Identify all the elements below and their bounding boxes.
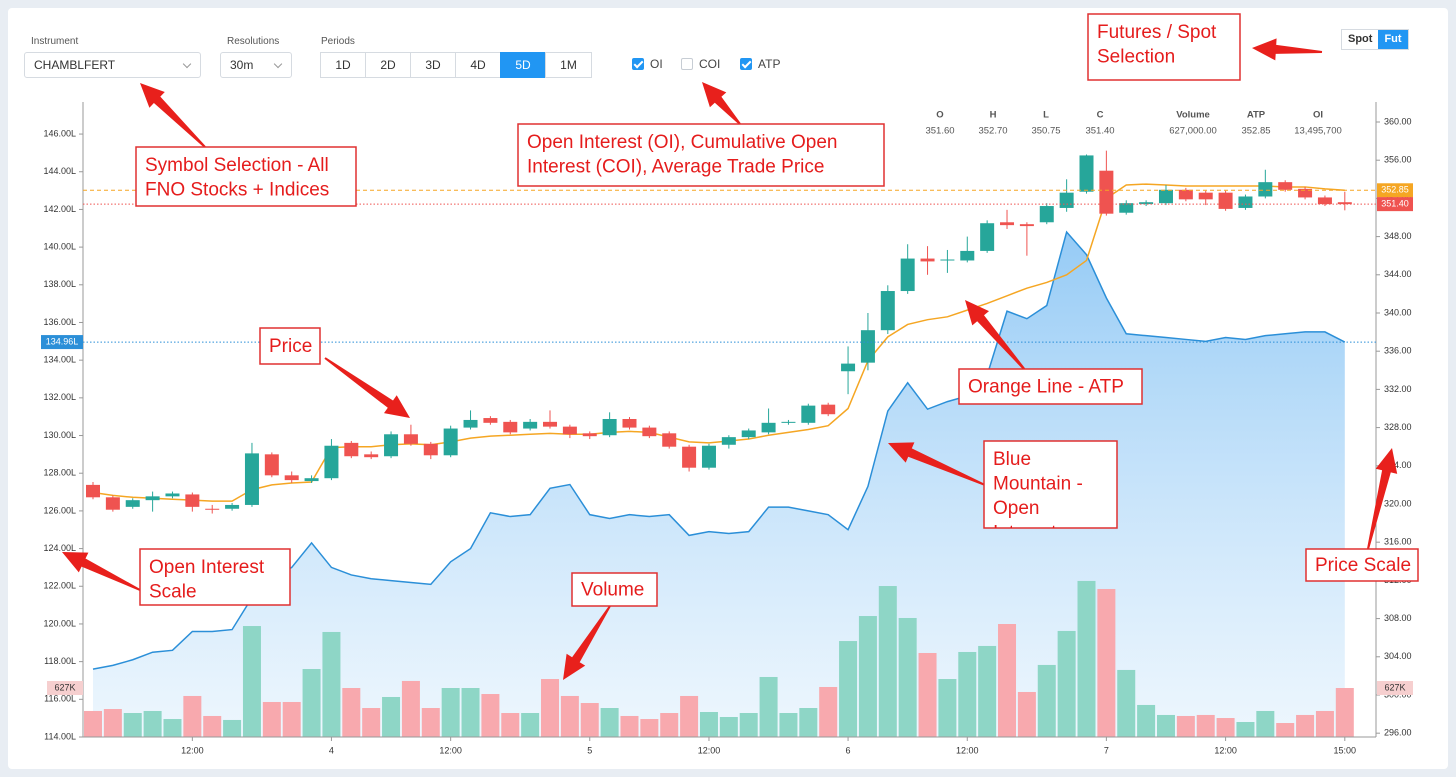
period-button[interactable]: 1M (545, 52, 592, 78)
checkbox-box[interactable] (740, 58, 752, 70)
checkbox-label: ATP (758, 57, 781, 71)
card (8, 8, 1448, 769)
period-button[interactable]: 3D (410, 52, 456, 78)
checkbox-box[interactable] (632, 58, 644, 70)
period-button[interactable]: 2D (365, 52, 411, 78)
period-group: 1D 2D 3D 4D 5D 1M (320, 52, 592, 78)
checkbox-box[interactable] (681, 58, 693, 70)
checkbox[interactable]: ATP (740, 57, 780, 71)
source-toggle: Spot Fut (1341, 29, 1409, 50)
checkbox-label: OI (650, 57, 663, 71)
period-button[interactable]: 5D (500, 52, 546, 78)
checkbox[interactable]: COI (681, 57, 720, 71)
toggle-button[interactable]: Spot (1342, 30, 1379, 49)
instrument-label: Instrument (31, 36, 79, 47)
periods-label: Periods (321, 36, 355, 47)
period-button[interactable]: 4D (455, 52, 501, 78)
toggle-button[interactable]: Fut (1378, 30, 1408, 49)
period-button[interactable]: 1D (320, 52, 366, 78)
checkbox[interactable]: OI (632, 57, 663, 71)
instrument-select[interactable]: CHAMBLFERT (24, 52, 201, 78)
checkbox-label: COI (699, 57, 721, 71)
resolution-select[interactable]: 30m (220, 52, 292, 78)
resolution-label: Resolutions (227, 36, 280, 47)
